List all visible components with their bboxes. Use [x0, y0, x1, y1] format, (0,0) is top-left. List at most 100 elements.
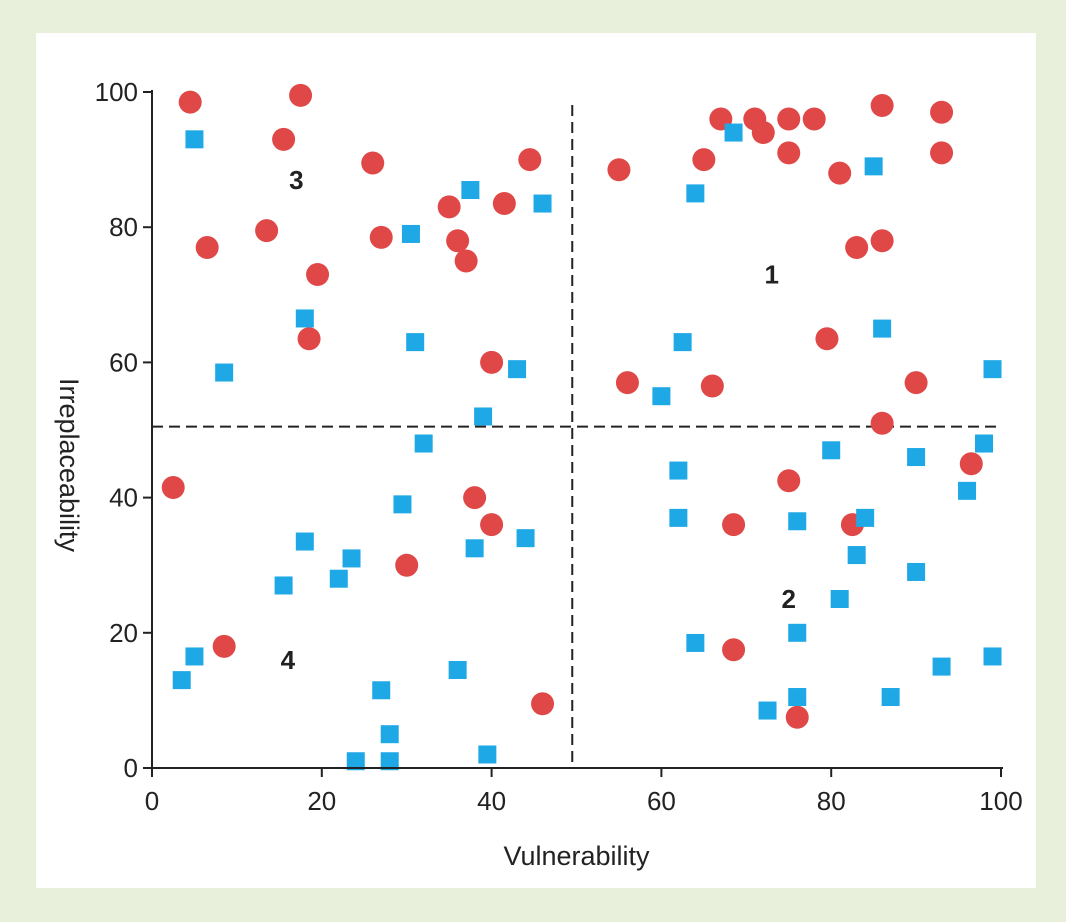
blue-square-point [881, 688, 900, 707]
red-circle-point [480, 350, 504, 374]
x-tick-label: 80 [817, 786, 846, 816]
quadrant-label-1: 1 [765, 260, 779, 290]
blue-square-point [474, 407, 493, 426]
red-circle-point [395, 553, 419, 577]
blue-square-point [856, 508, 875, 527]
red-circle-point [463, 486, 487, 510]
red-circle-point [272, 127, 296, 151]
blue-square-point [448, 660, 467, 679]
blue-square-point [465, 539, 484, 558]
y-tick-label: 20 [109, 618, 138, 648]
blue-square-point [401, 224, 420, 243]
red-circle-point [777, 107, 801, 131]
red-circle-point [930, 100, 954, 124]
blue-square-point [185, 130, 204, 149]
red-circle-point [930, 141, 954, 165]
blue-square-point [372, 681, 391, 700]
red-circle-point [845, 235, 869, 259]
blue-square-point [983, 360, 1002, 379]
red-circle-point [777, 469, 801, 493]
red-circle-point [815, 327, 839, 351]
blue-square-point [215, 363, 234, 382]
y-axis-title: Irreplaceability [54, 378, 84, 553]
x-axis-title: Vulnerability [503, 841, 650, 871]
blue-square-point [346, 752, 365, 771]
blue-square-point [393, 495, 412, 514]
blue-square-point [414, 434, 433, 453]
blue-square-point [516, 529, 535, 548]
red-circle-point [700, 374, 724, 398]
blue-square-point [975, 434, 994, 453]
red-circle-point [777, 141, 801, 165]
scatter-chart: 0 20 40 60 80 100 0 20 40 60 80 100 1 2 3 4 Vulnerabil… [54, 77, 1023, 871]
red-circle-point [518, 148, 542, 172]
x-tick-label: 0 [145, 786, 159, 816]
blue-square-point [788, 512, 807, 531]
blue-square-point [864, 157, 883, 176]
red-circle-point [289, 83, 313, 107]
blue-square-point [932, 657, 951, 676]
red-circle-point [615, 371, 639, 395]
blue-square-point [274, 576, 293, 595]
blue-square-point [847, 546, 866, 565]
blue-square-point [478, 745, 497, 764]
blue-square-point [907, 562, 926, 581]
x-tick-label: 40 [477, 786, 506, 816]
red-circle-point [178, 90, 202, 114]
red-circle-point [531, 692, 555, 716]
x-tick-label: 100 [979, 786, 1022, 816]
red-circle-point [369, 225, 393, 249]
quadrant-label-2: 2 [782, 584, 796, 614]
blue-square-point [172, 671, 191, 690]
blue-square-point [295, 309, 314, 328]
red-circle-point [959, 452, 983, 476]
blue-square-point [758, 701, 777, 720]
red-circle-point [785, 705, 809, 729]
quadrant-label-3: 3 [289, 165, 303, 195]
blue-square-point [380, 725, 399, 744]
blue-square-point [461, 181, 480, 200]
red-circle-point [870, 94, 894, 118]
blue-square-point [686, 184, 705, 203]
red-circle-point [212, 634, 236, 658]
red-circle-point [492, 192, 516, 216]
red-circle-point [802, 107, 826, 131]
blue-square-point [673, 333, 692, 352]
red-circle-point [870, 229, 894, 253]
blue-square-point [958, 481, 977, 500]
red-circle-point [870, 411, 894, 435]
red-circle-point [306, 263, 330, 287]
red-circle-point [297, 327, 321, 351]
blue-square-point [669, 461, 688, 480]
blue-square-point [508, 360, 527, 379]
red-circle-point [437, 195, 461, 219]
blue-square-point [185, 647, 204, 666]
blue-square-point [329, 569, 348, 588]
red-circle-point [161, 475, 185, 499]
blue-square-point [788, 623, 807, 642]
blue-square-point [724, 123, 743, 142]
blue-square-point [533, 194, 552, 213]
blue-square-point [873, 319, 892, 338]
blue-square-point [669, 508, 688, 527]
red-circle-point [480, 513, 504, 537]
blue-square-point [652, 387, 671, 406]
blue-square-point [788, 688, 807, 707]
red-circle-point [454, 249, 478, 273]
blue-square-point [830, 590, 849, 608]
red-circle-point [361, 151, 385, 175]
red-circle-point [722, 513, 746, 537]
red-circle-point [446, 229, 470, 253]
red-circle-point [751, 121, 775, 145]
y-tick-label: 40 [109, 483, 138, 513]
blue-square-point [380, 752, 399, 771]
y-tick-label: 0 [124, 753, 138, 783]
y-tick-label: 80 [109, 212, 138, 242]
red-circle-point [607, 158, 631, 182]
x-tick-label: 60 [647, 786, 676, 816]
blue-square-point [983, 647, 1002, 666]
red-circle-point [692, 148, 716, 172]
red-circle-point [722, 638, 746, 662]
y-tick-label: 100 [95, 77, 138, 107]
blue-square-point [342, 549, 361, 568]
